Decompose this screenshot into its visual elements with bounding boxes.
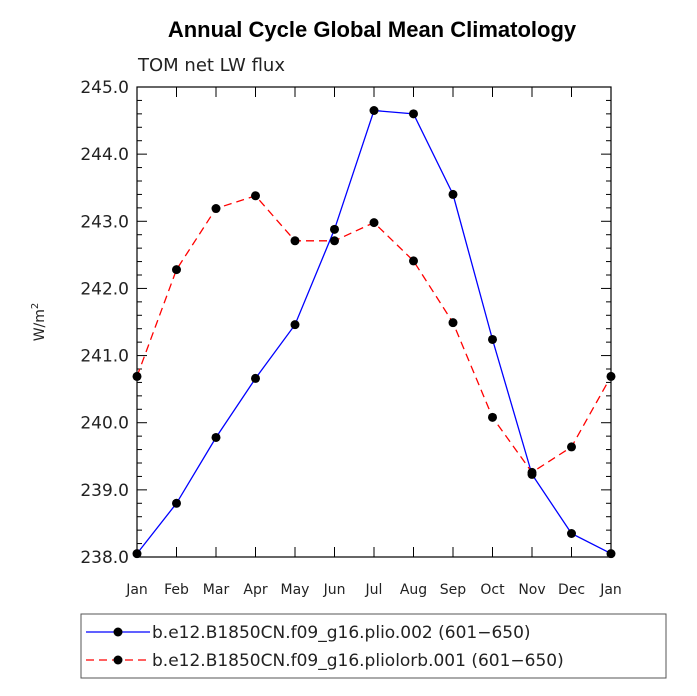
- series-2-point: [330, 236, 339, 246]
- x-tick-label: Jan: [599, 582, 622, 598]
- chart-title: Annual Cycle Global Mean Climatology: [168, 17, 577, 42]
- x-tick-label: Feb: [164, 582, 189, 598]
- series-line-1: [136, 109, 612, 555]
- series-2-point: [606, 371, 616, 381]
- x-tick-label: Jan: [125, 582, 148, 598]
- x-tick-label: Jul: [365, 582, 383, 598]
- y-tick-labels: 238.0 239.0 240.0 241.0 242.0 243.0 244.0 245.0: [80, 78, 129, 568]
- y-tick-label: 244.0: [80, 145, 129, 165]
- series-2-point: [448, 318, 458, 328]
- y-tick-label: 245.0: [80, 78, 129, 98]
- y-axis-label-superscript: 2: [30, 303, 41, 309]
- x-tick-labels: Jan Feb Mar Apr May Jun Jul Aug Sep Oct Nov Dec Jan: [125, 582, 622, 598]
- series-2-point: [211, 204, 221, 214]
- series-2-point: [369, 218, 379, 228]
- series-1-point: [330, 224, 339, 234]
- legend-marker-1: [113, 627, 123, 637]
- series-1-point: [567, 529, 576, 538]
- series-2-point: [290, 236, 300, 246]
- y-axis-label: W/m2: [30, 303, 48, 342]
- x-tick-label: May: [281, 582, 310, 598]
- y-tick-label: 242.0: [80, 279, 129, 299]
- legend-label-1: b.e12.B1850CN.f09_g16.plio.002 (601−650): [152, 623, 531, 643]
- x-tick-label: Sep: [440, 582, 467, 598]
- y-tick-label: 240.0: [80, 414, 129, 434]
- legend: b.e12.B1850CN.f09_g16.plio.002 (601−650)…: [80, 613, 667, 679]
- series-1-point: [448, 189, 458, 199]
- y-axis-label-unit: W/m: [32, 309, 48, 341]
- chart-subtitle: TOM net LW flux: [137, 55, 285, 76]
- series-1-point: [132, 549, 142, 559]
- x-tick-label: Mar: [203, 582, 230, 598]
- x-tick-label: Nov: [518, 582, 545, 598]
- legend-label-2: b.e12.B1850CN.f09_g16.pliolorb.001 (601−…: [152, 651, 564, 671]
- series-lines: [136, 109, 612, 555]
- y-tick-label: 239.0: [80, 481, 129, 501]
- series-1-point: [211, 432, 221, 442]
- series-2-point: [527, 467, 537, 477]
- series-1-point: [409, 109, 418, 119]
- series-2-point: [409, 256, 418, 266]
- x-tick-label: Aug: [400, 582, 427, 598]
- series-1-point: [369, 106, 379, 115]
- axis-ticks: [136, 86, 612, 558]
- series-points: [132, 106, 616, 559]
- series-1-point: [488, 334, 497, 344]
- y-tick-label: 243.0: [80, 212, 129, 232]
- x-tick-label: Jun: [323, 582, 346, 598]
- y-axis-label-group: W/m2: [30, 303, 48, 342]
- legend-marker-2: [113, 655, 123, 665]
- series-1-point: [606, 549, 616, 559]
- series-2-point: [567, 442, 576, 452]
- y-tick-label: 241.0: [80, 347, 129, 367]
- series-1-point: [290, 320, 300, 330]
- x-tick-label: Oct: [480, 582, 505, 598]
- series-1-point: [172, 498, 181, 508]
- series-1-point: [251, 373, 260, 383]
- series-2-point: [251, 191, 260, 201]
- legend-box: [80, 613, 667, 679]
- series-2-point: [172, 265, 181, 275]
- series-line-2: [136, 195, 612, 474]
- x-tick-label: Dec: [558, 582, 585, 598]
- y-tick-label: 238.0: [80, 548, 129, 568]
- series-2-point: [488, 412, 497, 422]
- x-tick-label: Apr: [243, 582, 267, 598]
- series-2-point: [132, 371, 142, 381]
